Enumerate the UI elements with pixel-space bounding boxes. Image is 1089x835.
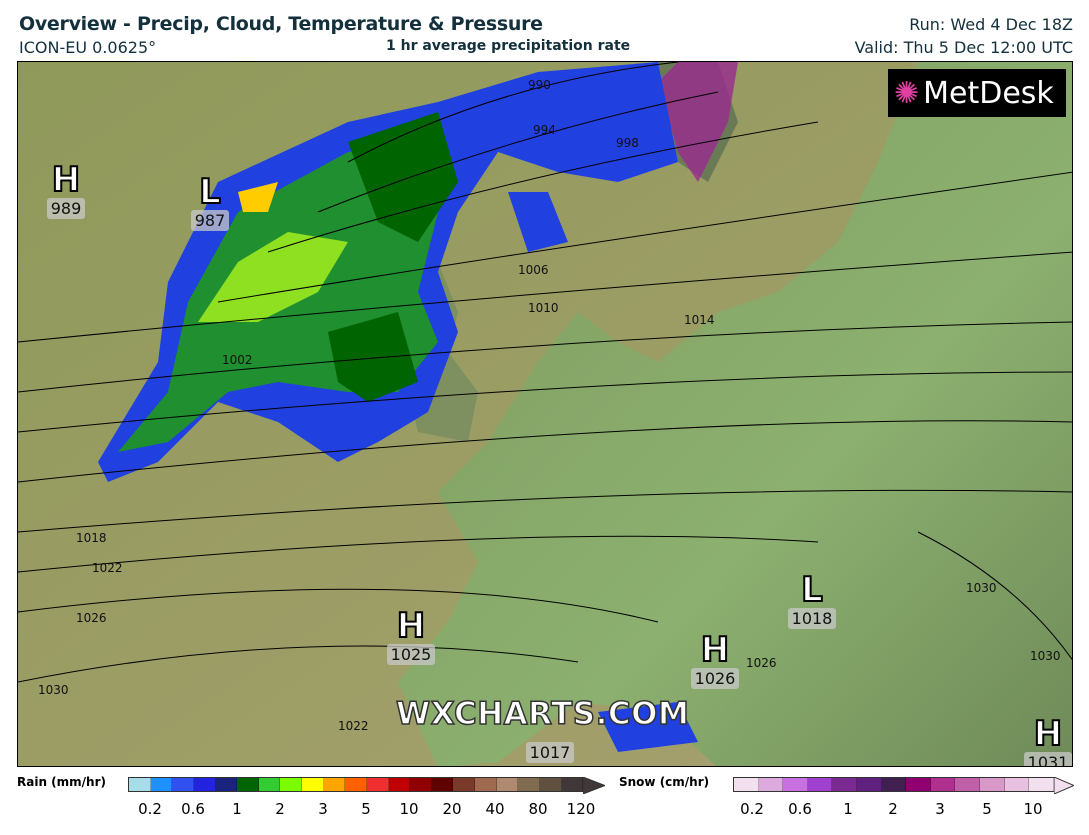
pinwheel-icon: ✺ xyxy=(894,75,920,111)
isobars xyxy=(18,62,1072,683)
snow-tick-label: 5 xyxy=(982,800,992,818)
rain-color-swatch xyxy=(366,778,389,791)
isobar-label: 1018 xyxy=(76,531,107,545)
rain-tick-label: 0.2 xyxy=(138,800,162,818)
snow-color-swatch xyxy=(857,778,882,791)
rain-color-swatch xyxy=(150,778,173,791)
snow-color-swatch xyxy=(783,778,808,791)
snow-color-swatch xyxy=(980,778,1005,791)
rain-colorbar xyxy=(128,777,584,792)
isobar-label: 1006 xyxy=(518,263,549,277)
snow-tick-label: 10 xyxy=(1023,800,1043,818)
rain-legend-label: Rain (mm/hr) xyxy=(17,775,106,789)
isobar-label: 1026 xyxy=(76,611,107,625)
pressure-center: 1017 xyxy=(520,742,580,763)
rain-tick-label: 40 xyxy=(485,800,505,818)
rain-color-swatch xyxy=(518,778,540,791)
continent-land xyxy=(398,62,1072,766)
metdesk-logo: ✺ MetDesk xyxy=(888,69,1066,117)
snow-tick-label: 1 xyxy=(843,800,853,818)
run-time: Run: Wed 4 Dec 18Z xyxy=(909,15,1073,34)
rain-color-swatch xyxy=(345,778,367,791)
isobar-label: 1022 xyxy=(338,719,369,733)
chart-subtitle: 1 hr average precipitation rate xyxy=(386,38,631,54)
map-canvas: 990 994 998 1006 1010 1014 1002 1018 102… xyxy=(18,62,1072,766)
rain-color-swatch xyxy=(453,778,475,791)
low-pressure-center: L 987 xyxy=(180,173,240,231)
rain-color-swatch xyxy=(388,778,411,791)
rain-color-swatch xyxy=(323,778,346,791)
snow-colorbar xyxy=(733,777,1055,792)
rain-tick-label: 3 xyxy=(318,800,328,818)
isobar-label: 1010 xyxy=(528,301,559,315)
snow-color-swatch xyxy=(930,778,956,791)
high-pressure-center: H 1026 xyxy=(685,631,745,689)
rain-color-swatch xyxy=(215,778,238,791)
snow-colorbar-arrow xyxy=(1054,777,1074,794)
isobar-label: 1030 xyxy=(38,683,69,697)
isobar-label: 1022 xyxy=(92,561,123,575)
watermark: WXCHARTS.COM xyxy=(395,695,690,733)
rain-tick-label: 20 xyxy=(442,800,462,818)
high-pressure-center: H 1031 xyxy=(1018,715,1072,766)
rain-color-swatch xyxy=(172,778,194,791)
isobar-label: 1026 xyxy=(746,656,777,670)
rain-tick-label: 2 xyxy=(275,800,285,818)
rain-color-swatch xyxy=(280,778,302,791)
high-pressure-center: H 1025 xyxy=(381,607,441,665)
low-pressure-center: L 1018 xyxy=(782,571,842,629)
isobar-label: 1030 xyxy=(966,581,997,595)
isobar-label: 998 xyxy=(616,136,639,150)
rain-tick-label: 120 xyxy=(566,800,596,818)
rain-tick-label: 0.6 xyxy=(181,800,205,818)
rain-color-swatch xyxy=(561,778,584,791)
isobar-label: 1030 xyxy=(1030,649,1061,663)
snow-tick-label: 2 xyxy=(888,800,898,818)
rain-color-swatch xyxy=(539,778,562,791)
rain-color-swatch xyxy=(475,778,497,791)
rain-color-swatch xyxy=(258,778,281,791)
snow-legend-label: Snow (cm/hr) xyxy=(619,775,710,789)
snow-color-swatch xyxy=(758,778,784,791)
rain-color-swatch xyxy=(237,778,259,791)
high-pressure-center: H 989 xyxy=(36,161,96,219)
rain-colorbar-arrow xyxy=(583,777,605,794)
snow-color-swatch xyxy=(881,778,907,791)
rain-tick-label: 5 xyxy=(361,800,371,818)
rain-color-swatch xyxy=(193,778,216,791)
isobar-labels: 990 994 998 1006 1010 1014 1002 1018 102… xyxy=(38,78,1061,733)
rain-color-swatch xyxy=(496,778,519,791)
model-label: ICON-EU 0.0625° xyxy=(19,38,157,57)
snow-color-swatch xyxy=(1004,778,1030,791)
snow-tick-label: 0.2 xyxy=(740,800,764,818)
weather-map[interactable]: 990 994 998 1006 1010 1014 1002 1018 102… xyxy=(17,61,1073,767)
snow-color-swatch xyxy=(807,778,833,791)
chart-title: Overview - Precip, Cloud, Temperature & … xyxy=(19,13,543,35)
rain-color-swatch xyxy=(129,778,151,791)
rain-color-swatch xyxy=(302,778,324,791)
snow-color-swatch xyxy=(906,778,931,791)
rain-color-swatch xyxy=(431,778,454,791)
snow-color-swatch xyxy=(1029,778,1054,791)
isobar-label: 994 xyxy=(533,123,556,137)
rain-tick-label: 1 xyxy=(232,800,242,818)
rain-tick-label: 10 xyxy=(399,800,419,818)
isobar-label: 990 xyxy=(528,78,551,92)
snow-tick-label: 3 xyxy=(935,800,945,818)
rain-color-swatch xyxy=(410,778,432,791)
snow-tick-label: 0.6 xyxy=(788,800,812,818)
rain-tick-label: 80 xyxy=(528,800,548,818)
snow-color-swatch xyxy=(832,778,858,791)
valid-time: Valid: Thu 5 Dec 12:00 UTC xyxy=(854,38,1073,57)
isobar-label: 1002 xyxy=(222,353,253,367)
isobar-label: 1014 xyxy=(684,313,715,327)
snow-color-swatch xyxy=(955,778,981,791)
snow-color-swatch xyxy=(734,778,759,791)
